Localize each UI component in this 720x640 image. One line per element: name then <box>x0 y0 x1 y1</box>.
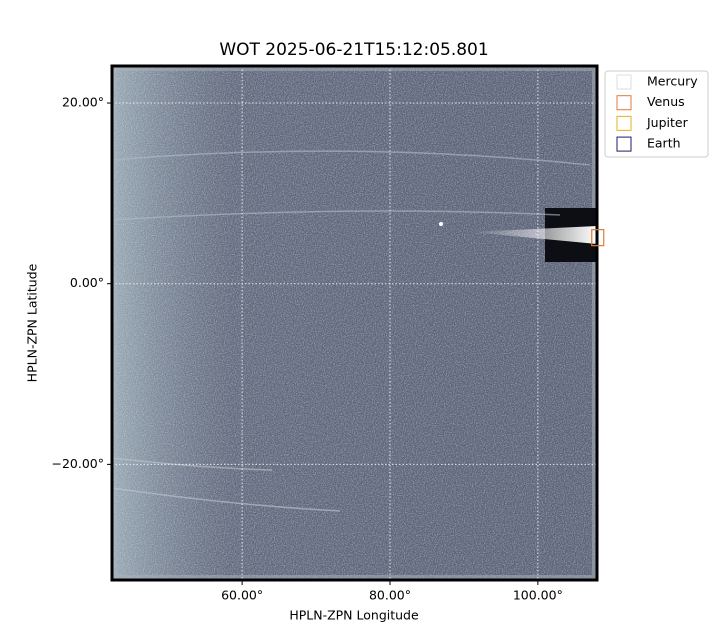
y-tick-label: −20.00° <box>51 456 104 471</box>
y-axis-label: HPLN-ZPN Latitude <box>25 263 40 382</box>
image <box>112 66 597 580</box>
y-tick-label: 0.00° <box>70 275 104 290</box>
y-tick-label: 20.00° <box>62 95 104 110</box>
x-tick-label: 80.00° <box>369 588 411 603</box>
legend-label: Venus <box>647 94 685 109</box>
planet-marker <box>591 229 605 247</box>
x-axis-label: HPLN-ZPN Longitude <box>289 608 419 623</box>
x-tick-label: 60.00° <box>221 588 263 603</box>
legend-swatch <box>616 115 632 131</box>
legend-label: Earth <box>647 136 681 151</box>
legend-swatch <box>616 136 632 152</box>
legend-label: Jupiter <box>646 115 689 130</box>
plot-frame <box>110 64 599 582</box>
chart-title: WOT 2025-06-21T15:12:05.801 <box>219 40 488 60</box>
legend-label: Mercury <box>647 74 698 89</box>
legend <box>604 70 709 158</box>
legend-swatch <box>616 74 632 90</box>
legend-swatch <box>616 95 632 111</box>
x-tick-label: 100.00° <box>513 588 563 603</box>
